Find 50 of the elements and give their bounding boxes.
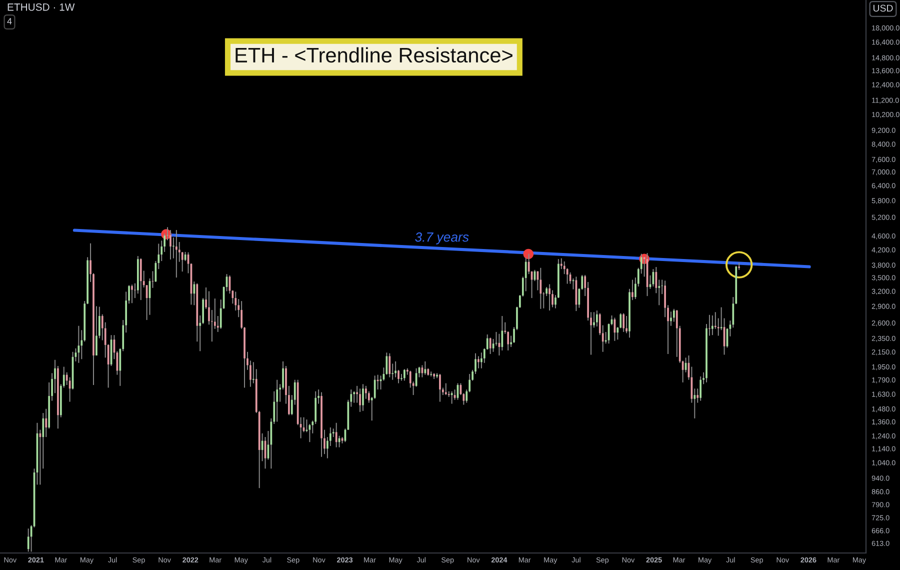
candlestick — [700, 376, 702, 402]
candlestick — [489, 337, 492, 354]
candlestick — [593, 312, 595, 328]
candlestick — [276, 379, 278, 422]
candlestick — [670, 311, 672, 326]
candlestick — [720, 306, 722, 331]
point — [523, 248, 534, 260]
candlestick — [152, 270, 154, 288]
candlestick — [626, 316, 628, 334]
candlestick — [560, 258, 562, 270]
candlestick — [308, 423, 311, 443]
candlestick — [353, 390, 356, 404]
candlestick — [548, 284, 550, 311]
candlestick — [45, 408, 48, 438]
y-axis-title: USD — [873, 4, 893, 12]
candlestick — [392, 363, 394, 380]
candlestick — [622, 312, 625, 332]
candlestick — [131, 284, 133, 304]
candlestick — [175, 230, 178, 278]
candlestick — [170, 230, 172, 260]
candlestick — [540, 267, 542, 310]
candlestick — [480, 352, 482, 369]
candlestick — [596, 310, 598, 327]
candlestick — [404, 368, 406, 382]
candlestick — [712, 314, 714, 336]
candlestick — [27, 528, 30, 552]
candlestick — [365, 385, 367, 400]
candlestick — [450, 390, 453, 404]
candlestick — [252, 362, 254, 384]
candlestick — [388, 352, 391, 378]
candlestick — [658, 279, 660, 306]
annotation: 4 — [7, 18, 12, 24]
annotation: 3.7 years — [415, 232, 469, 244]
candlestick — [140, 258, 142, 301]
candlestick — [424, 360, 426, 376]
candlestick — [359, 388, 361, 412]
candlestick — [96, 306, 98, 356]
candlestick — [696, 388, 699, 404]
candlestick — [335, 422, 338, 448]
chart-subtitle: ETHUSD · 1W — [8, 3, 75, 11]
candlestick — [632, 279, 634, 301]
candlestick — [439, 373, 441, 402]
candlestick — [694, 388, 696, 419]
candlestick — [362, 384, 364, 412]
candlestick — [444, 382, 447, 396]
candlestick — [478, 356, 480, 369]
text: ETH - <Trendline Resistance> — [236, 47, 512, 63]
candlestick — [673, 308, 675, 322]
candlestick — [394, 360, 396, 378]
candlestick — [134, 282, 136, 299]
